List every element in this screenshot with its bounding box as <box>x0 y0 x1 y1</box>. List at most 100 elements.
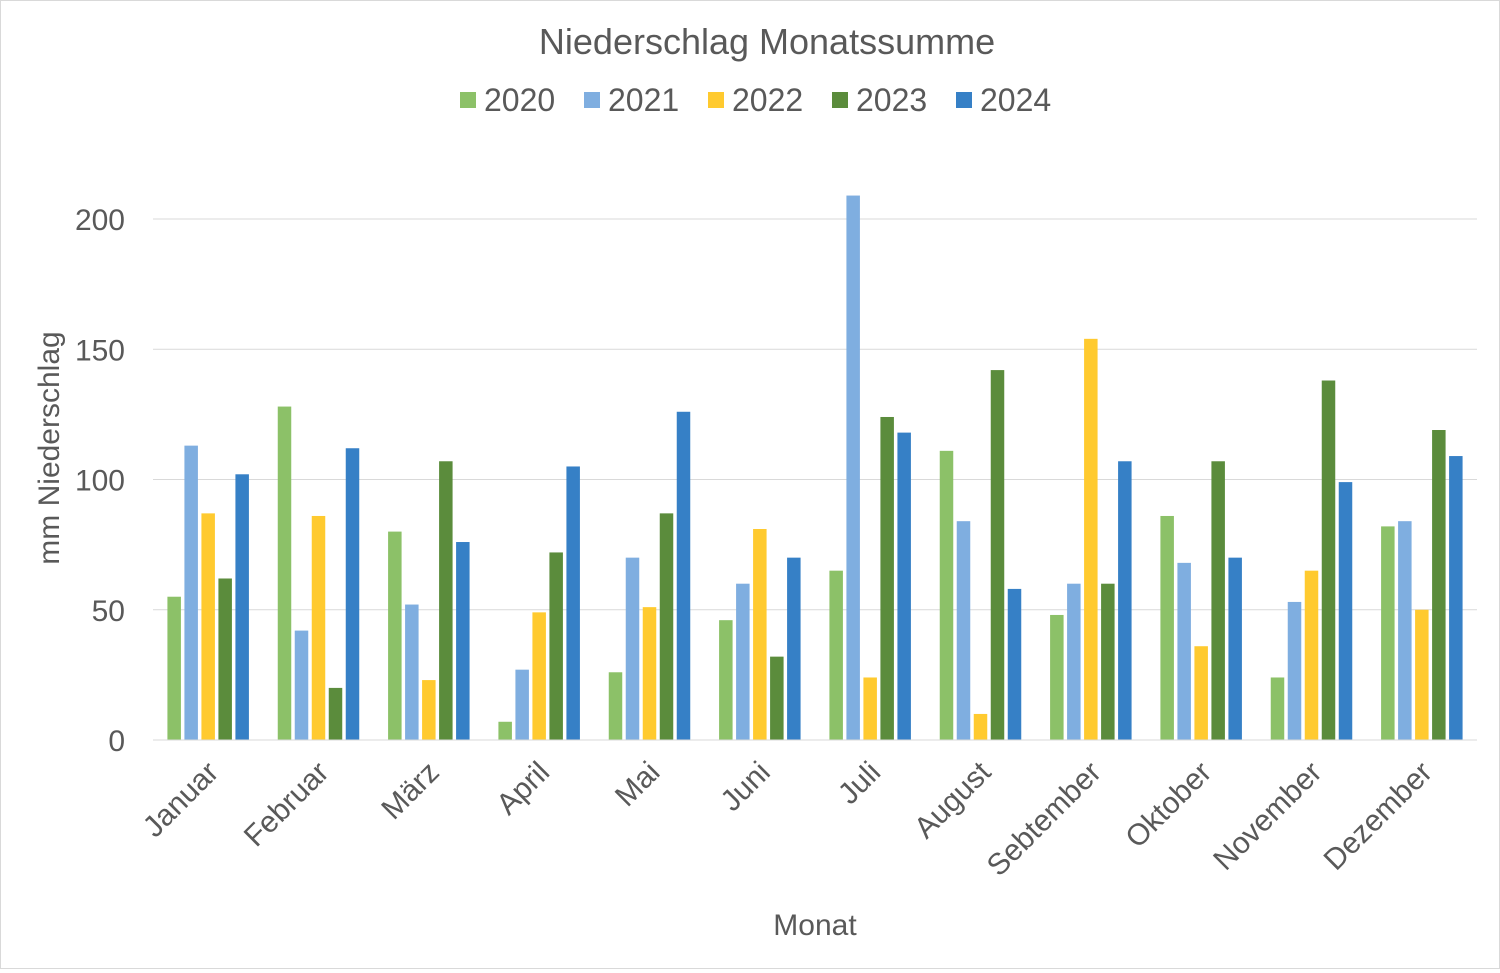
bar <box>515 669 529 740</box>
bar <box>439 461 453 740</box>
legend-label: 2023 <box>856 82 927 118</box>
x-axis-ticks: Januar Februar März April Mai Juni Juli AugustS… <box>137 755 1439 883</box>
bar <box>1101 583 1115 740</box>
x-tick-label: Februar <box>238 756 336 854</box>
bar <box>642 607 657 740</box>
bar <box>294 630 309 740</box>
legend-swatch <box>584 92 600 108</box>
bar <box>345 448 360 740</box>
bar <box>787 557 801 740</box>
bar <box>846 195 860 740</box>
legend: 2020 2021 2022 2023 2024 <box>460 82 1051 118</box>
bar <box>549 552 563 740</box>
bar <box>311 515 326 740</box>
bar <box>566 466 580 740</box>
x-tick-label: Sebtember <box>981 756 1108 883</box>
bar <box>1270 677 1285 740</box>
bar <box>1381 526 1395 740</box>
bar <box>1287 601 1302 740</box>
bar <box>608 672 623 740</box>
bar <box>218 578 232 740</box>
bar <box>829 570 843 740</box>
bar <box>939 450 954 740</box>
bar <box>184 445 198 740</box>
x-tick-label: Dezember <box>1318 756 1439 877</box>
bar <box>897 432 911 740</box>
bar <box>863 677 877 740</box>
legend-label: 2021 <box>608 82 679 118</box>
bar <box>1194 646 1208 740</box>
bar <box>1415 609 1429 740</box>
bar <box>990 370 1005 740</box>
bar <box>1007 588 1022 740</box>
bar <box>1449 456 1463 740</box>
bar <box>1304 570 1319 740</box>
bar <box>1050 614 1064 740</box>
x-axis-label: Monat <box>773 909 857 942</box>
bar <box>498 721 512 740</box>
bar <box>235 474 249 740</box>
y-tick-label: 50 <box>92 595 125 628</box>
bar <box>456 542 470 740</box>
legend-item: 2023 <box>832 82 927 118</box>
bar <box>1118 461 1132 740</box>
x-tick-label: Oktober <box>1119 756 1218 855</box>
legend-item: 2021 <box>584 82 679 118</box>
bar <box>1067 583 1081 740</box>
x-tick-label: August <box>908 755 998 845</box>
bar <box>736 583 750 740</box>
chart-title: Niederschlag Monatssumme <box>539 21 995 62</box>
legend-swatch <box>956 92 972 108</box>
x-tick-label: März <box>375 756 445 826</box>
legend-item: 2022 <box>708 82 803 118</box>
x-tick-label: April <box>490 756 556 822</box>
bar <box>167 596 181 740</box>
bar <box>770 656 784 740</box>
bar <box>956 521 971 740</box>
bar <box>719 620 733 740</box>
bar <box>753 528 767 740</box>
x-tick-label: Januar <box>137 756 225 844</box>
bar <box>1177 562 1191 740</box>
bar <box>422 680 436 740</box>
x-tick-label: Juli <box>832 756 887 811</box>
legend-swatch <box>460 92 476 108</box>
bar <box>532 612 546 740</box>
bar <box>1228 557 1242 740</box>
x-tick-label: Juni <box>715 756 777 818</box>
x-tick-label: Mai <box>609 756 667 814</box>
bar <box>625 557 640 740</box>
y-tick-label: 150 <box>75 334 125 367</box>
bar <box>328 687 343 740</box>
bar <box>388 531 402 740</box>
bar <box>201 513 215 740</box>
legend-item: 2020 <box>460 82 555 118</box>
bar <box>1321 380 1336 740</box>
legend-swatch <box>832 92 848 108</box>
legend-item: 2024 <box>956 82 1051 118</box>
bar <box>1398 521 1412 740</box>
bar <box>659 513 674 740</box>
bar <box>277 406 292 740</box>
y-tick-label: 100 <box>75 465 125 498</box>
bar <box>405 604 419 740</box>
y-axis-label: mm Niederschlag <box>33 331 66 564</box>
legend-label: 2020 <box>484 82 555 118</box>
bar <box>880 416 894 740</box>
bar <box>676 411 691 740</box>
gridlines <box>153 218 1477 611</box>
bar <box>973 713 988 740</box>
y-tick-label: 200 <box>75 204 125 237</box>
bar <box>1338 482 1353 740</box>
bar <box>1432 430 1446 740</box>
bar <box>1084 338 1098 740</box>
bar <box>1160 515 1174 740</box>
legend-swatch <box>708 92 724 108</box>
x-tick-label: November <box>1207 756 1328 877</box>
legend-label: 2024 <box>980 82 1051 118</box>
y-tick-label: 0 <box>108 725 125 758</box>
bar <box>1211 461 1225 740</box>
legend-label: 2022 <box>732 82 803 118</box>
